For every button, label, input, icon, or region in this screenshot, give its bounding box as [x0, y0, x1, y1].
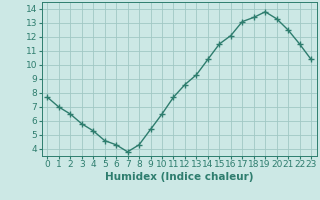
X-axis label: Humidex (Indice chaleur): Humidex (Indice chaleur) [105, 172, 253, 182]
